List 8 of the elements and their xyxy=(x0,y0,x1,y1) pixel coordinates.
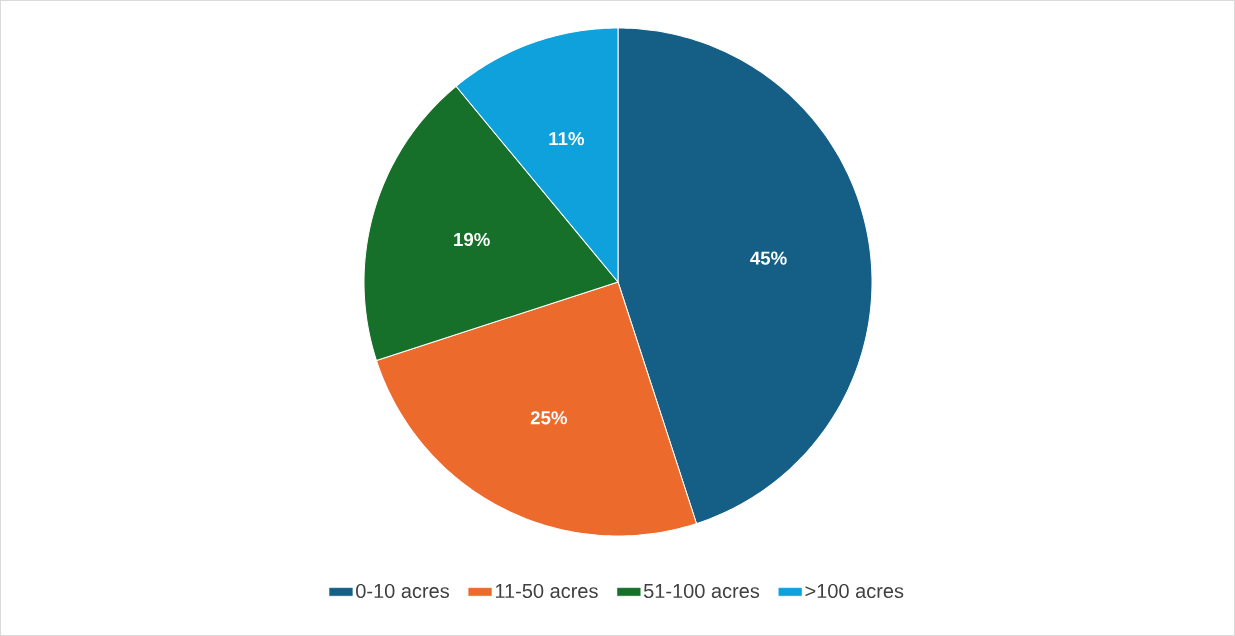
data-label: 45% xyxy=(750,251,787,265)
data-label: 19% xyxy=(454,232,490,247)
legend-label: 51-100 acres xyxy=(643,583,760,599)
legend-label: 0-10 acres xyxy=(356,583,449,599)
legend-label: 11-50 acres xyxy=(495,583,598,599)
legend-label: >100 acres xyxy=(805,583,904,599)
data-label: 11% xyxy=(549,132,585,146)
data-label: 25% xyxy=(530,411,567,425)
